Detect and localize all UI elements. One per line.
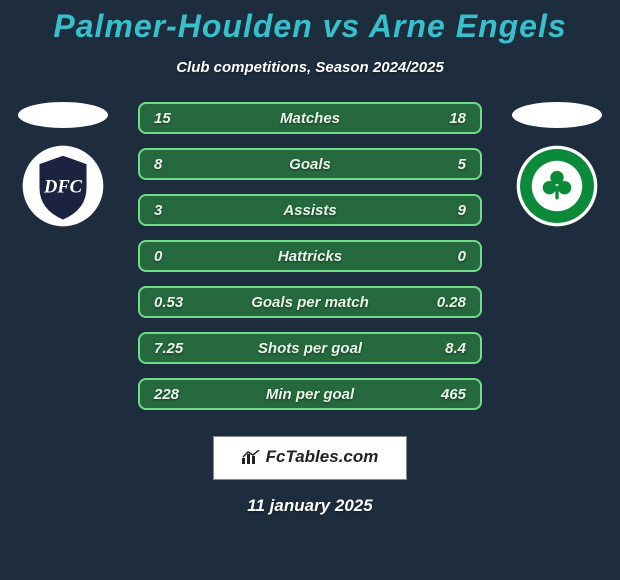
footer: FcTables.com 11 january 2025 <box>0 436 620 516</box>
stat-right-value: 0 <box>458 248 466 265</box>
stat-left-value: 15 <box>154 110 171 127</box>
crest-left-slot: DFC <box>18 102 108 228</box>
chart-icon <box>242 449 260 469</box>
crest-left-initials: DFC <box>43 177 83 197</box>
stat-label: Shots per goal <box>258 340 362 357</box>
stat-bar: 0.53 Goals per match 0.28 <box>138 286 482 318</box>
crest-left: DFC <box>21 144 105 228</box>
content-area: DFC 15Matches188G <box>0 102 620 422</box>
brand-badge: FcTables.com <box>213 436 408 480</box>
stat-left-value: 0.53 <box>154 294 183 311</box>
stat-left-value: 8 <box>154 156 162 173</box>
crest-right-svg <box>515 144 599 228</box>
stat-label: Min per goal <box>266 386 354 403</box>
stat-bar: 8 Goals 5 <box>138 148 482 180</box>
stat-label: Goals per match <box>251 294 369 311</box>
stat-bar: 15 Matches 18 <box>138 102 482 134</box>
stat-left-value: 0 <box>154 248 162 265</box>
brand-text: FcTables.com <box>266 447 379 466</box>
stat-label: Hattricks <box>278 248 342 265</box>
stat-right-value: 18 <box>449 110 466 127</box>
stat-bar: 3 Assists 9 <box>138 194 482 226</box>
stat-right-value: 5 <box>458 156 466 173</box>
stat-left-value: 228 <box>154 386 179 403</box>
page-subtitle: Club competitions, Season 2024/2025 <box>0 59 620 76</box>
stat-right-value: 0.28 <box>437 294 466 311</box>
stat-bar: 0 Hattricks 0 <box>138 240 482 272</box>
stat-right-value: 465 <box>441 386 466 403</box>
stat-label: Assists <box>283 202 336 219</box>
stat-label: Matches <box>280 110 340 127</box>
crest-right-slot <box>512 102 602 228</box>
page-title: Palmer-Houlden vs Arne Engels <box>0 8 620 45</box>
stat-right-value: 8.4 <box>445 340 466 357</box>
stat-left-value: 3 <box>154 202 162 219</box>
crest-halo-left <box>18 102 108 128</box>
stat-left-value: 7.25 <box>154 340 183 357</box>
root: Palmer-Houlden vs Arne Engels Club compe… <box>0 0 620 580</box>
crest-left-svg: DFC <box>21 144 105 228</box>
stat-bar: 228 Min per goal 465 <box>138 378 482 410</box>
stat-bars: 15 Matches 18 8 Goals 5 3 Assists 9 0 Hattricks 0 0.… <box>138 102 482 410</box>
stat-right-value: 9 <box>458 202 466 219</box>
crest-halo-right <box>512 102 602 128</box>
stat-label: Goals <box>289 156 331 173</box>
stat-bar: 7.25 Shots per goal 8.4 <box>138 332 482 364</box>
date-text: 11 january 2025 <box>0 496 620 516</box>
crest-right <box>515 144 599 228</box>
